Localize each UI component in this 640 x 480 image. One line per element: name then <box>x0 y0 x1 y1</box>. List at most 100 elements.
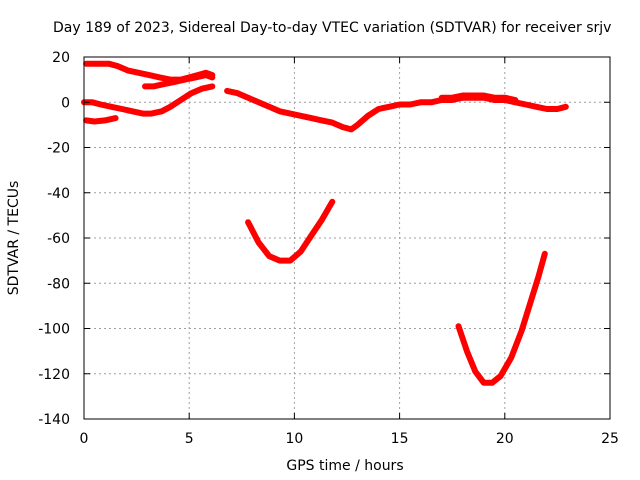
data-point <box>489 380 495 386</box>
tick-marks <box>83 56 611 420</box>
y-tick-label: -120 <box>38 367 70 383</box>
x-tick-label: 5 <box>185 431 194 447</box>
data-point <box>199 86 205 92</box>
y-tick-label: 0 <box>61 95 70 111</box>
data-point <box>502 95 508 101</box>
data-point <box>245 95 251 101</box>
data-point <box>470 92 476 98</box>
data-point <box>193 74 199 80</box>
data-point <box>209 74 215 80</box>
data-point <box>146 72 152 78</box>
data-point <box>245 219 251 225</box>
data-point <box>460 92 466 98</box>
data-point <box>182 77 188 83</box>
data-point <box>161 81 167 87</box>
data-point <box>481 92 487 98</box>
data-point <box>266 104 272 110</box>
data-point <box>150 83 156 89</box>
data-point <box>308 233 314 239</box>
data-point <box>142 83 148 89</box>
x-tick-label: 10 <box>285 431 303 447</box>
data-point <box>428 99 434 105</box>
data-point <box>544 106 550 112</box>
y-tick-label: -140 <box>38 412 70 428</box>
data-point <box>365 113 371 119</box>
data-point <box>171 79 177 85</box>
data-point <box>529 294 535 300</box>
series-track-7 <box>245 198 336 264</box>
data-point <box>98 102 104 108</box>
y-tick-label: -20 <box>47 141 70 157</box>
data-point <box>119 106 125 112</box>
data-point <box>89 99 95 105</box>
data-point <box>125 68 131 74</box>
data-point <box>348 126 354 132</box>
data-point <box>136 70 142 76</box>
data-point <box>287 258 293 264</box>
data-point <box>83 117 89 123</box>
data-point <box>523 102 529 108</box>
data-point <box>535 273 541 279</box>
data-point <box>533 104 539 110</box>
data-point <box>148 111 154 117</box>
data-point <box>256 240 262 246</box>
data-point <box>329 199 335 205</box>
data-point <box>554 106 560 112</box>
data-point <box>140 111 146 117</box>
data-point <box>277 108 283 114</box>
x-tick-label: 15 <box>391 431 409 447</box>
data-point <box>386 104 392 110</box>
y-tick-label: -80 <box>47 276 70 292</box>
data-point <box>115 63 121 69</box>
data-point <box>508 355 514 361</box>
data-point <box>340 124 346 130</box>
data-point <box>113 115 119 121</box>
data-point <box>203 72 209 78</box>
data-point <box>319 117 325 123</box>
data-point <box>355 122 361 128</box>
x-tick-label: 25 <box>601 431 619 447</box>
x-tick-label: 0 <box>80 431 89 447</box>
data-point <box>498 373 504 379</box>
data-point <box>266 253 272 259</box>
data-point <box>102 117 108 123</box>
data-point <box>491 95 497 101</box>
data-point <box>256 99 262 105</box>
y-tick-label: -60 <box>47 231 70 247</box>
data-point <box>94 61 100 67</box>
x-tick-label: 20 <box>496 431 514 447</box>
data-point <box>188 90 194 96</box>
data-point <box>456 323 462 329</box>
series-layer <box>81 60 569 386</box>
data-point <box>397 102 403 108</box>
data-point <box>224 88 230 94</box>
data-point <box>83 61 89 67</box>
data-point <box>167 104 173 110</box>
data-point <box>319 217 325 223</box>
data-point <box>106 61 112 67</box>
data-point <box>129 108 135 114</box>
tick-labels: 0 5 10 15 20 25 -140 -120 -100 -80 -60 -40 -20 0 20 <box>38 50 619 447</box>
data-point <box>407 102 413 108</box>
y-tick-label: 20 <box>52 50 70 66</box>
data-point <box>298 249 304 255</box>
data-point <box>277 258 283 264</box>
data-point <box>439 95 445 101</box>
data-point <box>449 95 455 101</box>
series-track-8 <box>455 250 548 386</box>
x-axis-label: GPS time / hours <box>286 458 403 474</box>
data-point <box>108 104 114 110</box>
data-point <box>519 328 525 334</box>
data-point <box>178 97 184 103</box>
series-track-3 <box>81 83 216 117</box>
data-point <box>287 111 293 117</box>
data-point <box>298 113 304 119</box>
data-point <box>159 108 165 114</box>
data-point <box>157 74 163 80</box>
data-point <box>418 99 424 105</box>
data-point <box>235 90 241 96</box>
data-point <box>542 251 548 257</box>
chart-title: Day 189 of 2023, Sidereal Day-to-day VTE… <box>53 20 611 36</box>
data-point <box>481 380 487 386</box>
